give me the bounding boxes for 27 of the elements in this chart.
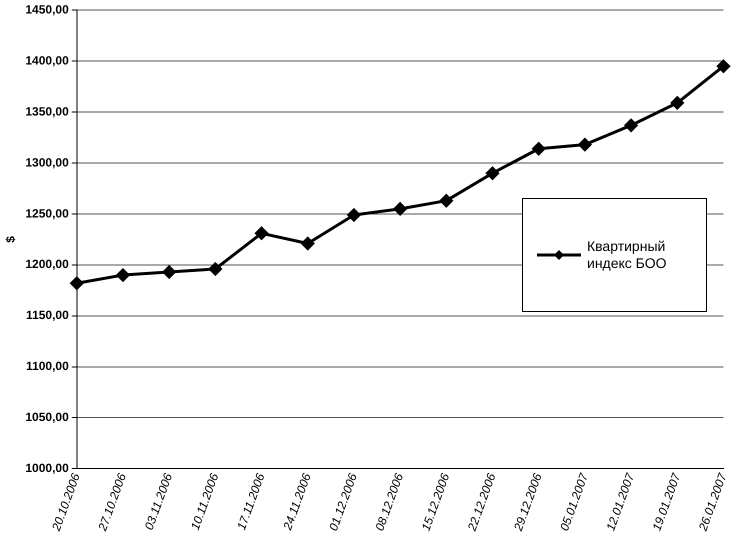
y-tick-label: 1000,00	[25, 460, 70, 475]
legend-label: Квартирный индекс БОО	[587, 238, 668, 272]
y-tick-label: 1250,00	[25, 206, 70, 220]
point	[486, 166, 500, 180]
point	[301, 236, 314, 250]
y-tick-label: 1050,00	[25, 410, 70, 424]
point	[394, 202, 407, 216]
point	[624, 118, 638, 132]
point	[208, 262, 222, 276]
y-tick-label: 1100,00	[26, 359, 70, 374]
y-tick-label: 1300,00	[25, 155, 70, 170]
point	[532, 142, 546, 156]
point	[578, 138, 592, 152]
point	[116, 268, 130, 282]
y-tick-label: 1400,00	[25, 53, 70, 68]
y-axis-title: $	[4, 236, 18, 243]
y-tick-label: 1200,00	[25, 257, 70, 272]
point	[347, 208, 360, 222]
y-tick-label: 1450,00	[25, 2, 70, 17]
point	[440, 194, 453, 208]
point	[162, 266, 176, 279]
point	[70, 276, 84, 290]
point	[255, 226, 268, 240]
point	[716, 60, 730, 73]
y-tick-label: 1350,00	[25, 104, 70, 118]
y-tick-label: 1150,00	[26, 308, 70, 322]
point	[670, 96, 684, 110]
